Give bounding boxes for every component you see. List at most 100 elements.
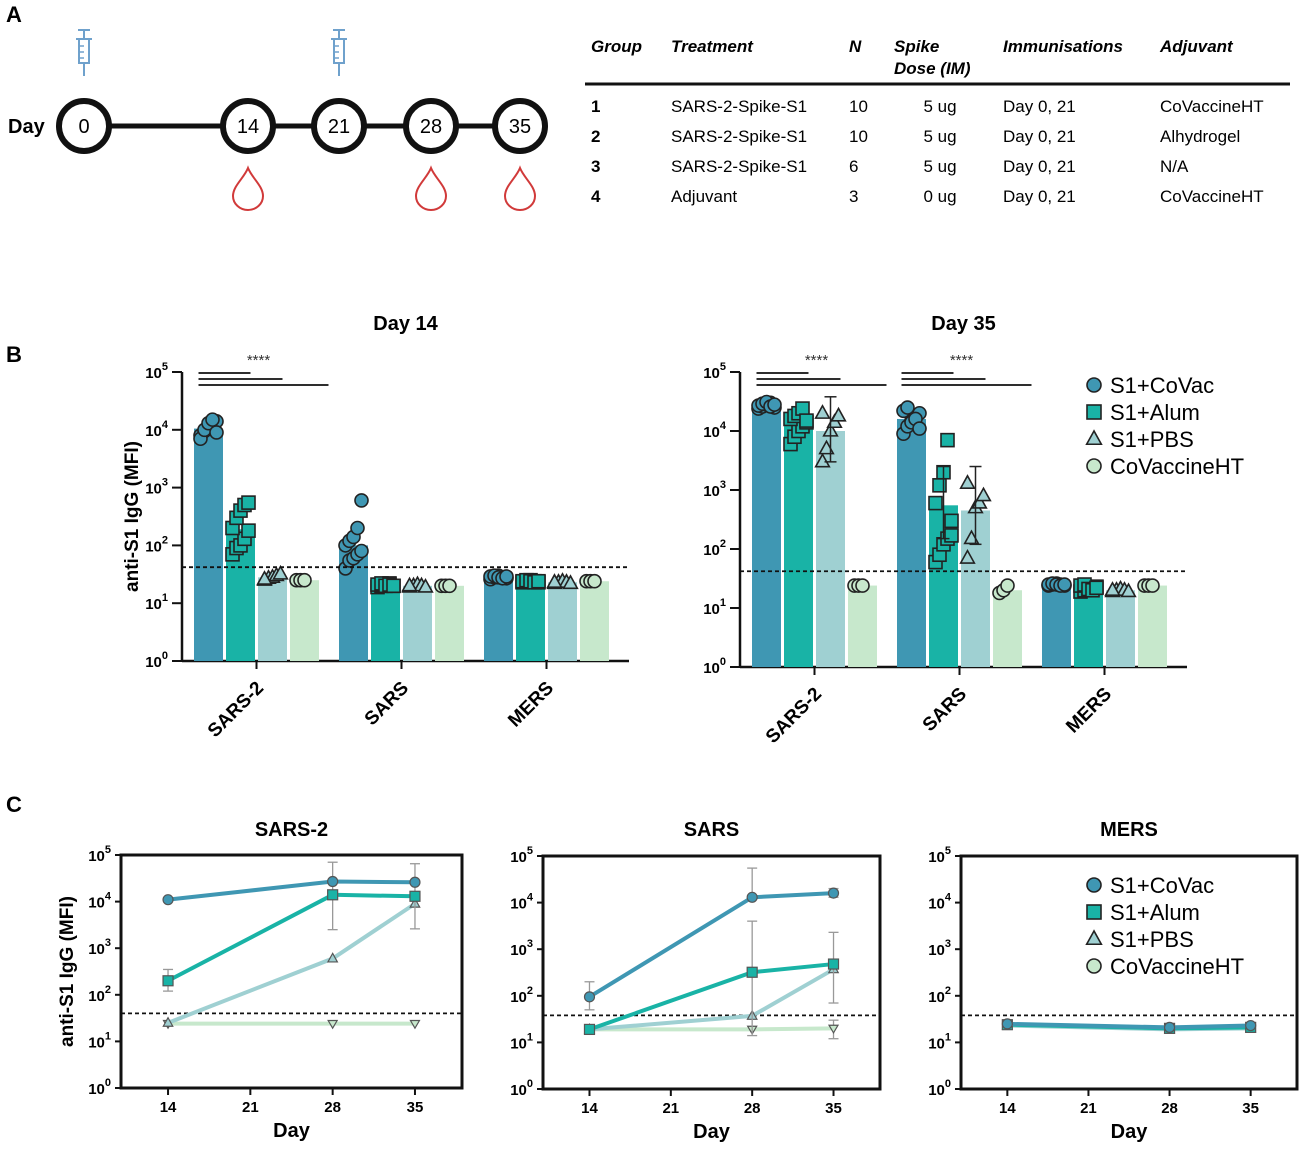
y-axis-label: anti-S1 IgG (MFI)	[57, 896, 78, 1047]
tick-base: 10	[703, 365, 720, 382]
bar-covaccineht-sars	[435, 585, 464, 661]
table-header-treatment: Treatment	[671, 37, 754, 56]
table-cell: 5 ug	[923, 97, 956, 116]
table-cell: Day 0, 21	[1003, 97, 1076, 116]
table-cell: CoVaccineHT	[1160, 97, 1264, 116]
y-tick-label: 100	[145, 650, 168, 671]
tick-exponent: 5	[945, 845, 951, 857]
chart-title: SARS-2	[255, 819, 328, 841]
y-tick-label: 100	[88, 1077, 111, 1098]
table-header-adjuvant: Adjuvant	[1159, 37, 1234, 56]
legend-label-s1-covac: S1+CoVac	[1110, 373, 1214, 398]
x-tick-label: 14	[581, 1100, 598, 1117]
tick-base: 10	[145, 654, 162, 671]
point-s1-alum	[944, 513, 959, 529]
tick-exponent: 2	[720, 538, 726, 550]
tick-exponent: 2	[105, 984, 111, 996]
timeline-axis-label: Day	[8, 116, 46, 138]
point-s1-alum	[799, 413, 814, 428]
point-s1-covac	[354, 543, 369, 559]
tick-exponent: 5	[162, 361, 168, 373]
legend-marker-covaccineht	[1086, 458, 1102, 474]
x-tick-label: 21	[1080, 1100, 1097, 1117]
tick-base: 10	[928, 942, 945, 959]
point-s1-pbs	[830, 406, 847, 422]
tick-exponent: 5	[105, 844, 111, 856]
tick-base: 10	[928, 849, 945, 866]
y-tick-label: 102	[145, 534, 168, 555]
tick-exponent: 2	[162, 534, 168, 546]
tick-exponent: 1	[162, 592, 168, 604]
y-tick-label: 105	[703, 361, 726, 382]
tick-base: 10	[703, 483, 720, 500]
x-tick-label: 35	[407, 1099, 424, 1116]
tick-base: 10	[145, 538, 162, 555]
x-tick-label-mers: MERS	[1062, 684, 1116, 738]
point-s1-alum	[583, 1023, 596, 1036]
bar-s1-covac-sars	[897, 418, 926, 667]
blood-drop-icon	[414, 165, 448, 211]
table-cell: 4	[591, 187, 601, 206]
series-line-s1-alum	[167, 892, 416, 983]
y-tick-label: 103	[145, 477, 168, 498]
bar-s1-pbs-mers	[548, 582, 577, 661]
x-tick-label: 21	[242, 1099, 259, 1116]
table-cell: SARS-2-Spike-S1	[671, 97, 807, 116]
syringe-icon	[76, 29, 92, 76]
tick-base: 10	[928, 989, 945, 1006]
y-tick-label: 105	[510, 845, 533, 866]
point-s1-pbs	[959, 474, 976, 489]
point-s1-pbs	[417, 577, 434, 593]
study-table: Group Treatment N Spike Dose (IM) Immunisatio…	[585, 37, 1290, 206]
tick-base: 10	[928, 1082, 945, 1099]
tick-exponent: 3	[162, 477, 168, 489]
legend-label-s1-pbs: S1+PBS	[1110, 927, 1194, 952]
tick-base: 10	[703, 601, 720, 618]
bar-s1-pbs-mers	[1106, 590, 1135, 667]
timeline: Day 0 14 21 28 35	[8, 29, 548, 211]
point-covaccineht	[297, 572, 312, 588]
legend-label-s1-alum: S1+Alum	[1110, 400, 1200, 425]
legend-marker-s1-covac	[1086, 377, 1102, 393]
point-s1-alum	[409, 890, 421, 902]
tick-exponent: 4	[162, 419, 169, 431]
legend-marker-s1-pbs	[1085, 429, 1103, 446]
timeline-node-label: 35	[509, 116, 531, 138]
y-tick-label: 102	[928, 985, 951, 1006]
tick-exponent: 0	[945, 1078, 951, 1090]
tick-exponent: 1	[527, 1031, 533, 1043]
legend-label-s1-covac: S1+CoVac	[1110, 873, 1214, 898]
point-s1-pbs	[975, 486, 992, 502]
tick-exponent: 2	[945, 985, 951, 997]
y-tick-label: 101	[88, 1030, 111, 1051]
timeline-node-day-28	[403, 98, 459, 154]
point-s1-covac	[354, 493, 369, 508]
point-s1-alum	[1089, 580, 1104, 596]
point-s1-pbs	[272, 564, 289, 580]
table-cell: 5 ug	[923, 157, 956, 176]
x-tick-label-sars-2: SARS-2	[762, 684, 826, 748]
point-s1-covac	[409, 876, 421, 888]
series-line-covaccineht	[589, 1026, 834, 1032]
y-tick-label: 101	[510, 1031, 533, 1052]
y-tick-label: 103	[928, 938, 951, 959]
bar-s1-covac-sars-2	[752, 405, 781, 667]
tick-base: 10	[88, 988, 105, 1005]
x-axis-label: Day	[273, 1120, 311, 1142]
blood-drop-icon	[503, 165, 537, 211]
point-s1-pbs	[162, 1016, 174, 1027]
table-cell: SARS-2-Spike-S1	[671, 157, 807, 176]
significance-label: ****	[805, 352, 829, 369]
point-s1-alum	[241, 495, 256, 510]
tick-exponent: 0	[105, 1077, 111, 1089]
point-s1-alum	[746, 966, 758, 978]
y-tick-label: 101	[928, 1031, 951, 1052]
tick-exponent: 5	[720, 361, 726, 373]
syringe-barrel	[78, 38, 90, 64]
point-s1-covac	[583, 991, 596, 1003]
series-line-s1-covac	[588, 891, 834, 999]
tick-base: 10	[145, 481, 162, 498]
